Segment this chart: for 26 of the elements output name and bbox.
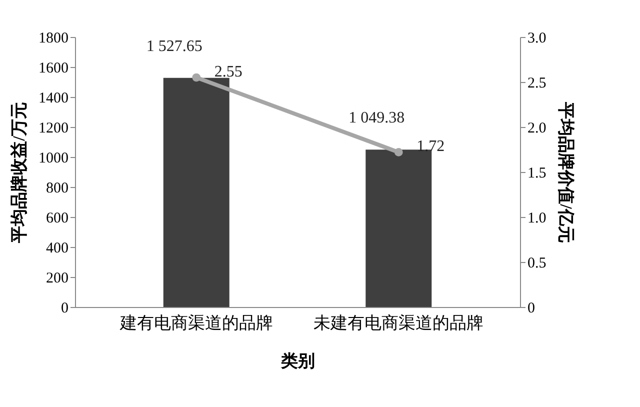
y-tick-label: 1200 [38,120,68,136]
y2-tick-label: 0 [528,300,535,316]
y-tick-label: 1600 [38,60,68,76]
y-tick-label: 400 [46,240,68,256]
x-tick-label: 未建有电商渠道的品牌 [314,314,484,332]
y-tick-label: 200 [46,270,68,286]
y2-tick-label: 3.0 [528,30,546,46]
x-axis-title: 类别 [280,352,315,370]
y2-tick-label: 1.0 [528,210,546,226]
data-label: 2.55 [214,64,242,80]
y-tick-label: 1800 [38,30,68,46]
y-tick-label: 1000 [38,150,68,166]
y2-tick-label: 0.5 [528,256,546,272]
y-tick-label: 800 [46,180,68,196]
y2-tick-label: 2.0 [528,120,546,136]
y-tick-label: 1400 [38,90,68,106]
data-label: 1 527.65 [146,38,202,55]
y2-tick-label: 2.5 [528,76,546,92]
data-label: 1 049.38 [348,110,405,127]
data-label: 1.72 [416,138,445,156]
y-tick-label: 600 [46,210,68,226]
y2-tick-label: 1.5 [528,166,546,182]
x-tick-label: 建有电商渠道的品牌 [118,314,273,332]
y-tick-label: 0 [61,300,68,316]
y-axis-title: 平均品牌收益/万元 [10,102,28,244]
y2-axis-title: 平均品牌价值/亿元 [556,101,576,243]
